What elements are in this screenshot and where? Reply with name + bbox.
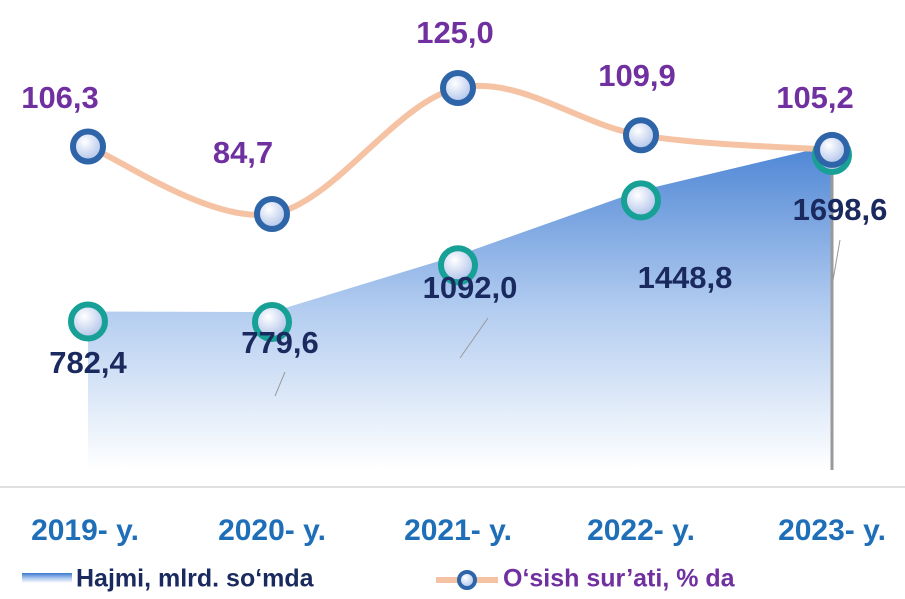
legend-label: O‘sish sur’ati, % da [503,565,736,593]
x-tick-label: 2019- y. [31,514,139,547]
x-tick-label: 2022- y. [587,514,695,547]
legend-label: Hajmi, mlrd. so‘mda [76,565,315,593]
volume-marker [68,301,108,342]
legend-swatch [22,573,72,583]
growth-marker [440,70,476,106]
volume-label: 782,4 [49,345,127,380]
growth-marker [814,131,850,168]
leader-line [831,239,841,287]
leader-line [459,317,489,359]
growth-label: 125,0 [416,15,494,50]
growth-label: 109,9 [598,58,676,93]
area [88,145,832,470]
x-tick-label: 2020- y. [218,514,326,547]
volume-label: 1092,0 [423,270,518,305]
volume-marker [438,245,478,286]
legend-swatch [457,570,477,590]
volume-marker [621,180,661,221]
volume-marker [252,302,292,342]
growth-marker [254,196,290,232]
x-tick-label: 2023- y. [778,514,886,547]
growth-label: 105,2 [776,80,854,115]
growth-marker [70,128,106,165]
volume-label: 1448,8 [638,260,733,295]
growth-marker [623,117,659,154]
volume-label: 779,6 [241,325,319,360]
x-tick-label: 2021- y. [404,514,512,547]
leader-line [274,371,286,397]
volume-label: 1698,6 [793,192,888,227]
growth-label: 106,3 [21,80,99,115]
growth-label: 84,7 [213,135,273,170]
